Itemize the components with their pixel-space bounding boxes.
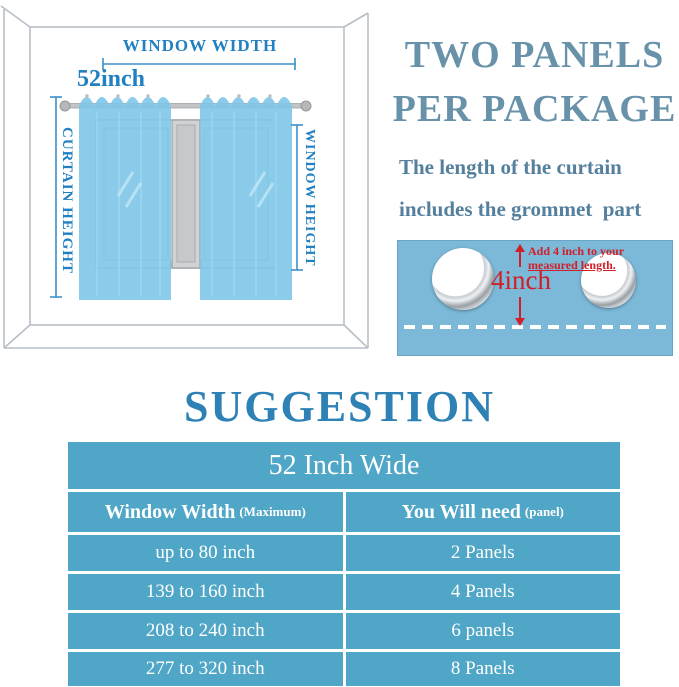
curtain-panel-left [79,94,172,300]
cell-window-width: 277 to 320 inch [145,658,265,679]
col2-header-text: You Will need [401,500,521,523]
col-header-you-will-need: You Will need (panel) [342,492,621,532]
arrow-down-icon [515,318,525,326]
cell-window-width: 208 to 240 inch [145,620,265,641]
table-row: 139 to 160 inch 4 Panels [68,574,620,613]
cut-dashed-line [404,325,666,329]
package-title-line2: PER PACKAGE [392,88,677,130]
length-note-line2: includes the grommet part [399,197,642,221]
room-outline [0,5,369,349]
suggestion-title: SUGGESTION [184,382,495,431]
package-title: TWO PANELS PER PACKAGE [390,28,679,136]
curtain-panel-right [200,94,292,300]
grommet-note-line1: Add 4 inch to your [528,244,625,258]
col2-header-small-text: (panel) [524,504,564,519]
room-diagram [0,5,369,349]
package-title-line1: TWO PANELS [404,34,665,76]
grommet-measure-label: 4inch [491,265,551,295]
measurement-lines [50,58,303,298]
length-note-line1: The length of the curtain [399,155,622,179]
arrow-up-icon [515,244,525,252]
grommet-icon [581,253,636,308]
cell-panels: 8 Panels [342,652,621,686]
cell-window-width: up to 80 inch [155,542,256,563]
window-width-label: WINDOW WIDTH [122,36,278,55]
arrow-shaft [519,251,521,267]
cell-panels: 4 Panels [342,574,621,610]
col1-header-small-text: (Maximum) [239,504,306,519]
table-header-row: Window Width (Maximum) You Will need (pa… [68,492,620,535]
table-row: 208 to 240 inch 6 panels [68,613,620,652]
arrow-shaft [519,297,521,319]
grommet-icon [432,248,494,310]
table-title: 52 Inch Wide [268,449,420,481]
table-row: up to 80 inch 2 Panels [68,535,620,574]
table-row: 277 to 320 inch 8 Panels [68,652,620,687]
grommet-figure: 4inch Add 4 inch to your measured length… [397,240,673,356]
cell-panels: 2 Panels [342,535,621,571]
grommet-note: Add 4 inch to your measured length. [528,244,624,272]
window-height-label: WINDOW HEIGHT [302,129,317,267]
cell-panels: 6 panels [342,613,621,649]
curtain-height-label: CURTAIN HEIGHT [59,126,75,274]
table-title-row: 52 Inch Wide [68,442,620,492]
grommet-note-line2: measured length. [528,258,616,272]
cell-window-width: 139 to 160 inch [145,581,265,602]
col-header-window-width: Window Width (Maximum) [68,492,343,532]
suggestion-table: 52 Inch Wide Window Width (Maximum) You … [68,442,620,687]
width-value-label: 52inch [77,66,146,92]
col1-header-text: Window Width [104,500,236,523]
